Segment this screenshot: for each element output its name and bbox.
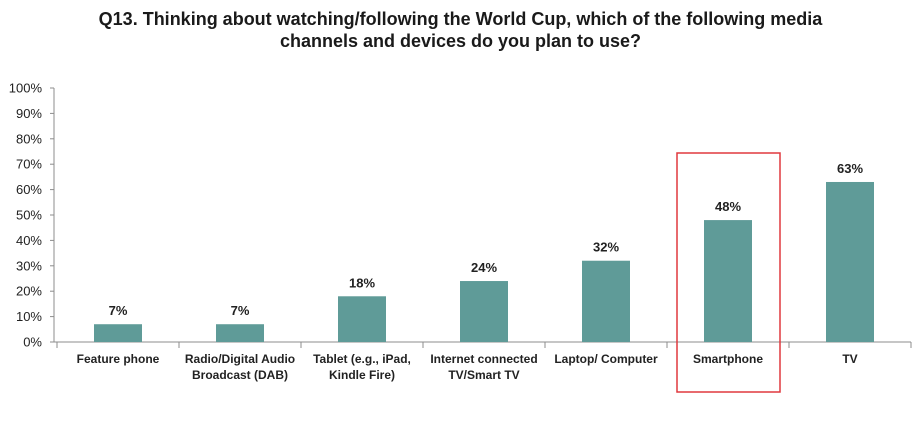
category-label: Radio/Digital Audio <box>185 352 295 366</box>
y-tick-label: 30% <box>16 258 42 273</box>
bar-5 <box>582 260 630 342</box>
bar-4 <box>460 281 508 342</box>
y-tick-label: 80% <box>16 131 42 146</box>
bar-7 <box>826 181 874 342</box>
chart-title-line-1: Q13. Thinking about watching/following t… <box>98 9 823 29</box>
bar-6 <box>704 220 752 342</box>
data-label: 48% <box>715 199 741 214</box>
category-label: TV <box>842 352 857 366</box>
data-label: 32% <box>593 240 619 255</box>
y-tick-label: 40% <box>16 233 42 248</box>
category-label: Broadcast (DAB) <box>192 368 288 382</box>
data-label: 18% <box>349 275 375 290</box>
category-label: TV/Smart TV <box>448 368 519 382</box>
y-tick-label: 70% <box>16 157 42 172</box>
category-label: Smartphone <box>693 352 763 366</box>
category-label: Kindle Fire) <box>329 368 395 382</box>
chart-title: Q13. Thinking about watching/following t… <box>0 8 921 52</box>
y-tick-label: 0% <box>23 335 42 350</box>
data-label: 24% <box>471 260 497 275</box>
bar-2 <box>216 324 264 342</box>
y-tick-label: 10% <box>16 309 42 324</box>
category-label: Tablet (e.g., iPad, <box>313 352 411 366</box>
bar-1 <box>94 324 142 342</box>
category-label: Laptop/ Computer <box>554 352 658 366</box>
data-label: 63% <box>837 161 863 176</box>
y-tick-label: 100% <box>9 81 43 96</box>
data-label: 7% <box>109 303 128 318</box>
category-label: Feature phone <box>77 352 160 366</box>
y-tick-label: 50% <box>16 208 42 223</box>
highlight-box <box>676 152 781 393</box>
category-label: Internet connected <box>430 352 537 366</box>
y-tick-label: 20% <box>16 284 42 299</box>
y-tick-label: 60% <box>16 182 42 197</box>
data-label: 7% <box>231 303 250 318</box>
bar-3 <box>338 296 386 342</box>
y-tick-label: 90% <box>16 106 42 121</box>
chart-title-line-2: channels and devices do you plan to use? <box>279 31 642 51</box>
